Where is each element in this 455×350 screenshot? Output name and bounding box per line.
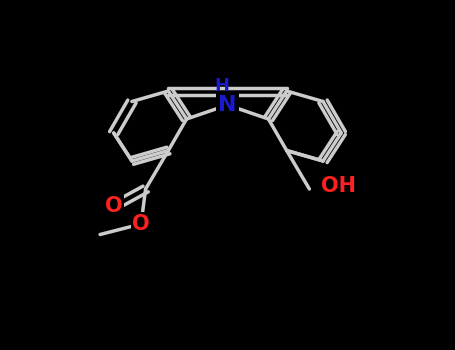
Text: O: O xyxy=(105,196,122,217)
Text: OH: OH xyxy=(321,175,356,196)
Text: H: H xyxy=(215,77,229,95)
Text: O: O xyxy=(132,214,150,234)
Text: N: N xyxy=(218,95,237,115)
